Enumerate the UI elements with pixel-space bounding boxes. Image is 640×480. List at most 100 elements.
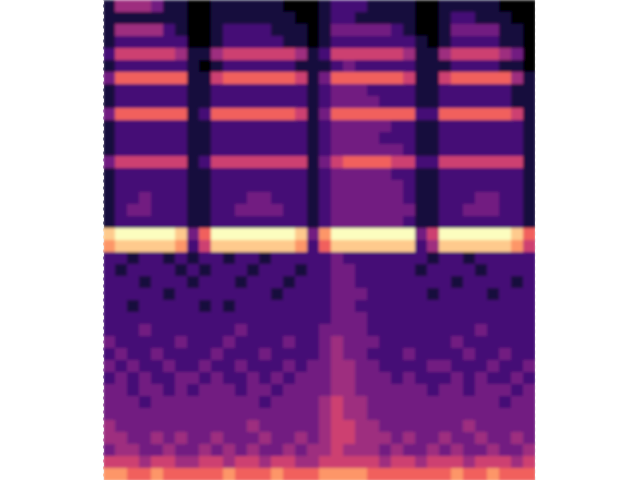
heatmap-cell <box>463 84 476 97</box>
heatmap-cell <box>355 264 368 277</box>
heatmap-cell <box>487 36 500 49</box>
heatmap-cell <box>403 276 416 289</box>
heatmap-cell <box>379 348 392 361</box>
heatmap-cell <box>139 348 152 361</box>
heatmap-cell <box>343 456 356 469</box>
heatmap-cell <box>151 12 164 25</box>
heatmap-cell <box>487 336 500 349</box>
heatmap-cell <box>175 384 188 397</box>
heatmap-cell <box>343 0 356 13</box>
heatmap-cell <box>175 312 188 325</box>
heatmap-cell <box>247 36 260 49</box>
heatmap-cell <box>163 372 176 385</box>
heatmap-cell <box>247 444 260 457</box>
heatmap-cell <box>487 60 500 73</box>
heatmap-cell <box>415 324 428 337</box>
heatmap-cell <box>187 264 200 277</box>
heatmap-cell <box>103 192 116 205</box>
heatmap-cell <box>523 348 535 361</box>
heatmap-cell <box>475 432 488 445</box>
heatmap-cell <box>523 252 535 265</box>
heatmap-cell <box>367 240 380 253</box>
heatmap-cell <box>487 180 500 193</box>
heatmap-cell <box>415 12 428 25</box>
y-axis-right <box>535 1 536 480</box>
heatmap-cell <box>271 300 284 313</box>
heatmap-cell <box>151 420 164 433</box>
heatmap-cell <box>295 420 308 433</box>
heatmap-cell <box>463 276 476 289</box>
heatmap-cell <box>103 12 116 25</box>
heatmap-cell <box>199 372 212 385</box>
heatmap-cell <box>379 36 392 49</box>
heatmap-cell <box>151 336 164 349</box>
heatmap-cell <box>235 12 248 25</box>
heatmap-cell <box>379 468 392 480</box>
heatmap-cell <box>403 372 416 385</box>
heatmap-cell <box>439 432 452 445</box>
heatmap-cell <box>283 96 296 109</box>
heatmap-cell <box>139 300 152 313</box>
heatmap-cell <box>391 84 404 97</box>
heatmap-cell <box>427 444 440 457</box>
heatmap-cell <box>511 264 524 277</box>
heatmap-cell <box>499 372 512 385</box>
heatmap-cell <box>475 96 488 109</box>
heatmap-cell <box>271 120 284 133</box>
heatmap-cell <box>355 276 368 289</box>
heatmap-cell <box>115 312 128 325</box>
heatmap-cell <box>211 444 224 457</box>
heatmap-cell <box>391 336 404 349</box>
heatmap-cell <box>247 192 260 205</box>
heatmap-cell <box>463 456 476 469</box>
heatmap-cell <box>163 228 176 241</box>
heatmap-cell <box>475 276 488 289</box>
heatmap-cell <box>175 0 188 13</box>
heatmap-cell <box>115 24 128 37</box>
heatmap-cell <box>103 420 116 433</box>
heatmap-cell <box>439 348 452 361</box>
heatmap-cell <box>151 192 164 205</box>
heatmap-cell <box>295 132 308 145</box>
heatmap-cell <box>427 132 440 145</box>
heatmap-cell <box>151 132 164 145</box>
heatmap-cell <box>403 420 416 433</box>
heatmap-cell <box>175 240 188 253</box>
heatmap-cell <box>523 408 535 421</box>
heatmap-cell <box>199 0 212 13</box>
heatmap-cell <box>463 300 476 313</box>
heatmap-cell <box>163 0 176 13</box>
heatmap-cell <box>523 216 535 229</box>
heatmap-cell <box>175 192 188 205</box>
heatmap-cell <box>115 180 128 193</box>
heatmap-cell <box>487 300 500 313</box>
heatmap-cell <box>199 168 212 181</box>
heatmap-cell <box>439 192 452 205</box>
heatmap-cell <box>367 444 380 457</box>
heatmap-cell <box>439 288 452 301</box>
heatmap-cell <box>103 108 116 121</box>
heatmap-cell <box>175 372 188 385</box>
heatmap-cell <box>295 36 308 49</box>
heatmap-cell <box>247 288 260 301</box>
heatmap-cell <box>295 24 308 37</box>
heatmap-cell <box>247 312 260 325</box>
heatmap-cell <box>451 396 464 409</box>
heatmap-cell <box>319 96 332 109</box>
heatmap-cell <box>487 240 500 253</box>
heatmap-cell <box>355 336 368 349</box>
heatmap-cell <box>451 324 464 337</box>
heatmap-cell <box>427 468 440 480</box>
heatmap-cell <box>523 312 535 325</box>
heatmap-cell <box>463 348 476 361</box>
heatmap-cell <box>139 408 152 421</box>
heatmap-cell <box>103 324 116 337</box>
heatmap-cell <box>295 96 308 109</box>
heatmap-cell <box>499 312 512 325</box>
heatmap-cell <box>295 60 308 73</box>
heatmap-cell <box>403 396 416 409</box>
heatmap-cell <box>379 84 392 97</box>
heatmap-cell <box>307 216 320 229</box>
heatmap-cell <box>235 72 248 85</box>
heatmap-cell <box>139 288 152 301</box>
